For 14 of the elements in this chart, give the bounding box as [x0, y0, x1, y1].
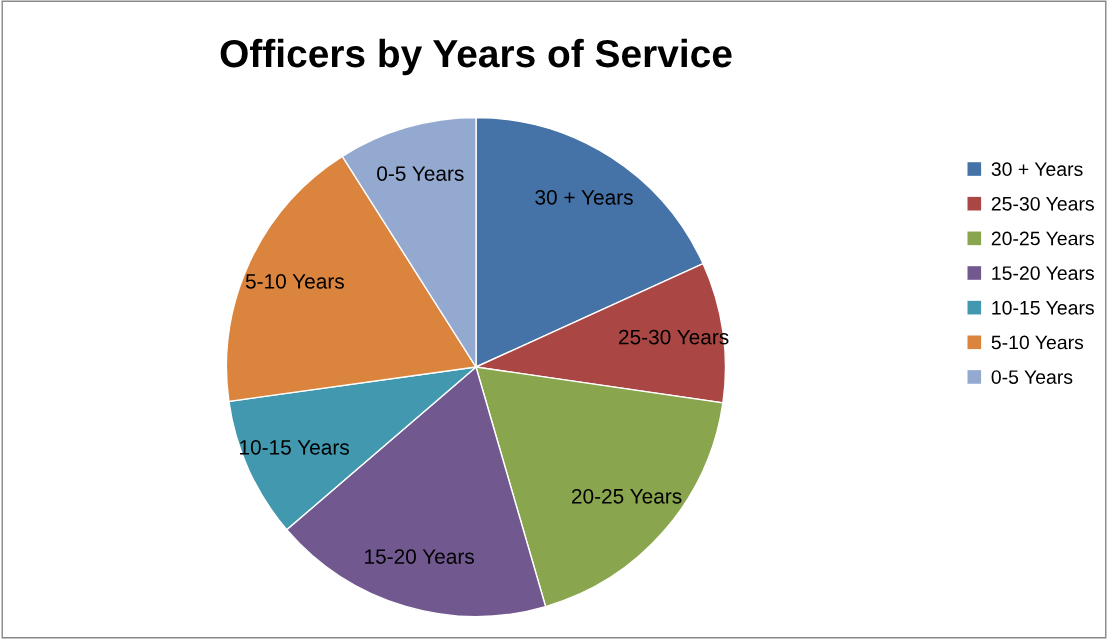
slice-label: 5-10 Years: [245, 273, 344, 289]
legend-label: 20-25 Years: [991, 231, 1094, 246]
slice-label: 10-15 Years: [240, 439, 349, 455]
slice-label: 15-20 Years: [365, 549, 474, 564]
legend-label: 30 + Years: [991, 162, 1083, 177]
slice-label: 30 + Years: [535, 189, 633, 205]
slice-label: 0-5 Years: [377, 166, 464, 181]
legend-label: 15-20 Years: [992, 266, 1094, 280]
legend-label: 25-30 Years: [991, 196, 1094, 211]
legend-label: 0-5 Years: [991, 370, 1073, 384]
chart-title: Officers by Years of Service: [220, 38, 732, 76]
legend-label: 10-15 Years: [992, 300, 1094, 315]
slice-label: 20-25 Years: [571, 488, 682, 504]
legend-label: 5-10 Years: [991, 335, 1084, 350]
